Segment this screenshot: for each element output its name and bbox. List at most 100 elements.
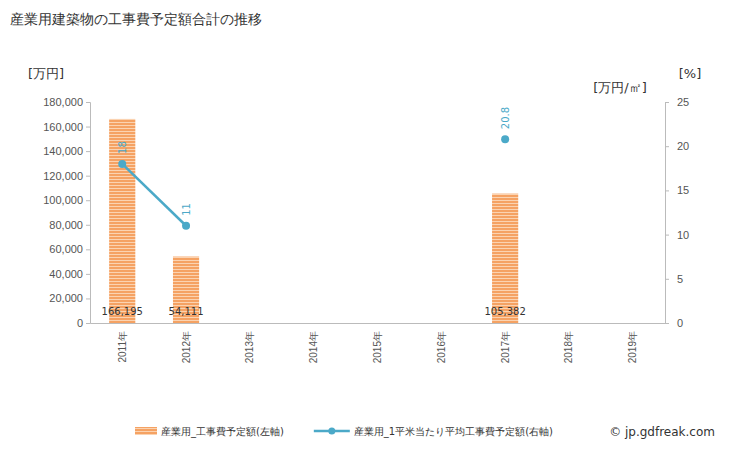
tick-label: 2018年 — [563, 331, 574, 363]
tick-mark — [665, 235, 669, 236]
tick-mark — [665, 102, 669, 103]
tick-mark — [86, 151, 90, 152]
tick-label: 80,000 — [49, 219, 83, 231]
tick-mark — [86, 298, 90, 299]
tick-label: 15 — [677, 184, 689, 196]
tick-mark — [86, 127, 90, 128]
tick-mark — [86, 102, 90, 103]
tick: 100,000 — [43, 194, 90, 206]
tick-label: 2016年 — [436, 331, 447, 363]
tick-mark — [86, 225, 90, 226]
tick: 2011年 — [117, 331, 128, 363]
axis-line — [666, 103, 670, 324]
tick: 2015年 — [372, 331, 383, 363]
tick-mark — [665, 279, 669, 280]
tick: 140,000 — [43, 145, 90, 157]
tick: 2013年 — [244, 331, 255, 363]
tick-label: 180,000 — [43, 96, 83, 108]
tick: 2019年 — [627, 331, 638, 363]
tick: 20 — [665, 140, 689, 152]
tick: 20,000 — [49, 292, 90, 304]
axis-title: [万円] — [28, 66, 64, 81]
tick-mark — [665, 190, 669, 191]
line — [122, 139, 505, 226]
tick-label: 2014年 — [308, 331, 319, 363]
tick-label: 2017年 — [500, 331, 511, 363]
data-label: 105,382 — [484, 306, 525, 317]
tick: 2016年 — [436, 331, 447, 363]
bar — [492, 194, 518, 323]
tick: 10 — [665, 229, 689, 241]
axis-title: [%] — [679, 66, 702, 81]
tick: 25 — [665, 96, 689, 108]
plot: 0 20,000 40,000 60,000 80,000 100,000 120,000 1… — [43, 96, 689, 363]
tick-label: 120,000 — [43, 170, 83, 182]
tick: 80,000 — [49, 219, 90, 231]
tick-label: 20,000 — [49, 292, 83, 304]
x-axis: 2011年 2012年 2013年 2014年 2015年 2016年 2017年 2018年… — [91, 324, 666, 364]
tick-label: 100,000 — [43, 194, 83, 206]
tick: 0 — [77, 317, 90, 329]
legend: 産業用_工事費予定額(左軸) 産業用_1平米当たり平均工事費予定額(右軸) — [135, 426, 553, 438]
marker — [118, 160, 126, 168]
bar — [109, 119, 135, 323]
marker — [182, 222, 190, 230]
marker — [501, 135, 509, 143]
tick-label: 2013年 — [244, 331, 255, 363]
tick-label: 160,000 — [43, 121, 83, 133]
tick-mark — [86, 200, 90, 201]
tick-label: 40,000 — [49, 268, 83, 280]
tick-mark — [86, 249, 90, 250]
tick-mark — [86, 176, 90, 177]
tick: 0 — [665, 317, 683, 329]
tick-label: 0 — [77, 317, 83, 329]
tick-label: 60,000 — [49, 243, 83, 255]
tick-mark — [665, 323, 669, 324]
data-label: 166,195 — [102, 306, 143, 317]
data-label: 11 — [181, 203, 192, 216]
tick-mark — [665, 146, 669, 147]
legend-label: 産業用_工事費予定額(左軸) — [161, 426, 284, 438]
axis-line — [86, 103, 91, 324]
legend-swatch — [135, 427, 157, 435]
tick: 40,000 — [49, 268, 90, 280]
axis-title: [万円/㎡] — [593, 80, 647, 95]
tick-label: 5 — [677, 273, 683, 285]
tick-label: 2011年 — [117, 331, 128, 363]
tick: 60,000 — [49, 243, 90, 255]
tick: 2014年 — [308, 331, 319, 363]
tick: 2017年 — [500, 331, 511, 363]
axis-line — [91, 323, 666, 324]
chart: 産業用建築物の工事費予定額合計の推移 0 20,000 40,000 60,000 80,… — [0, 0, 729, 450]
legend-item: 産業用_工事費予定額(左軸) — [135, 426, 284, 438]
data-label: 18 — [117, 141, 128, 154]
tick: 120,000 — [43, 170, 90, 182]
tick: 15 — [665, 184, 689, 196]
tick: 180,000 — [43, 96, 90, 108]
tick-label: 2012年 — [181, 331, 192, 363]
y2-axis: 0 5 10 15 20 25 — [665, 96, 689, 329]
annotation: © jp.gdfreak.com — [609, 425, 715, 439]
legend-label: 産業用_1平米当たり平均工事費予定額(右軸) — [354, 426, 553, 438]
tick: 2018年 — [563, 331, 574, 363]
tick-mark — [86, 274, 90, 275]
data-labels: 166,195 54,111 105,382 18 11 20.8 — [102, 107, 526, 317]
tick-label: 2015年 — [372, 331, 383, 363]
tick-mark — [86, 323, 90, 324]
y-axis: 0 20,000 40,000 60,000 80,000 100,000 120,000 1… — [43, 96, 90, 329]
tick-label: 20 — [677, 140, 689, 152]
legend-item: 産業用_1平米当たり平均工事費予定額(右軸) — [314, 426, 553, 438]
legend-swatch — [328, 428, 335, 435]
tick-label: 140,000 — [43, 145, 83, 157]
tick-label: 25 — [677, 96, 689, 108]
tick-label: 2019年 — [627, 331, 638, 363]
data-label: 20.8 — [500, 107, 511, 129]
tick: 2012年 — [181, 331, 192, 363]
tick: 160,000 — [43, 121, 90, 133]
tick-label: 10 — [677, 229, 689, 241]
data-label: 54,111 — [169, 306, 204, 317]
title: 産業用建築物の工事費予定額合計の推移 — [10, 11, 262, 27]
marks — [109, 119, 518, 323]
tick-label: 0 — [677, 317, 683, 329]
tick: 5 — [665, 273, 683, 285]
